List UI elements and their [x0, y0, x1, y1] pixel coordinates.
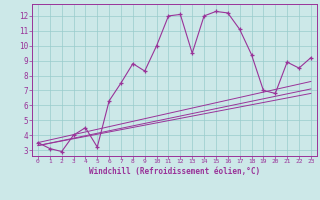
X-axis label: Windchill (Refroidissement éolien,°C): Windchill (Refroidissement éolien,°C) [89, 167, 260, 176]
